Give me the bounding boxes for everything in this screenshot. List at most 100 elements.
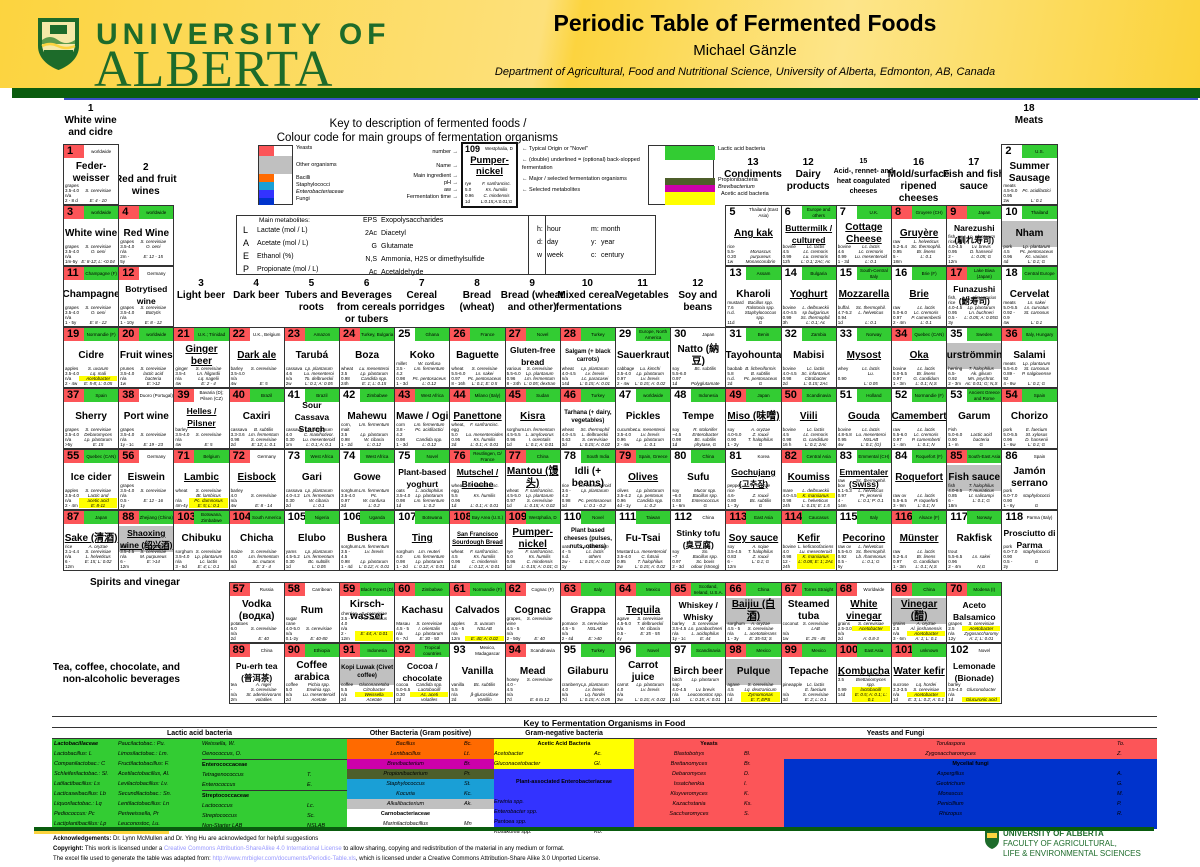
cell-origin: Emmental (CH) bbox=[856, 450, 891, 463]
faculty-crest-icon bbox=[985, 831, 999, 849]
cell-details: rice Lu. mesenteroid 3.6 - 4.2 Lp. plantaru… bbox=[561, 483, 612, 508]
cell-food-name: Coffee arabica bbox=[294, 660, 330, 683]
cell-origin: Duoro (Portugal) bbox=[139, 392, 173, 398]
cell-details: cranberry Lp. plantarum 4.0 Lv. brevis n/a Lq… bbox=[561, 682, 611, 702]
cell-food-name: Kisra bbox=[520, 411, 546, 422]
cell-details: fish, rice C. alimentarius 4.0-4.5 Lp. plan… bbox=[948, 295, 999, 325]
university-name-line2: ALBERTA bbox=[94, 41, 334, 98]
cell-origin: Torres Straight bbox=[801, 583, 836, 596]
cell-origin: U.K. bbox=[856, 206, 891, 219]
cell-details: pineapple Lc. lactis E. faecium n/a S. cerev… bbox=[782, 682, 829, 702]
cell-origin: Worldwide bbox=[863, 586, 885, 592]
other-bacteria-key: Bacillus Bc. Lentibacillus Lt. Brevibacteriu… bbox=[347, 739, 494, 829]
food-cell: 1 worldwide Feder-weisser grapes 3.5-4.0 S. c… bbox=[63, 144, 120, 205]
cell-food-name: Oka bbox=[909, 350, 929, 361]
cell-origin: Novel bbox=[978, 647, 991, 653]
cell-origin: worldwide bbox=[636, 389, 671, 402]
cell-details: pepper, rice A. oryzae 4.6- Z. rouxii 0.80 Bc… bbox=[727, 483, 772, 508]
cell-number: 60 bbox=[395, 583, 416, 596]
cell-details: coconut S. cerevisiae LAB n/a 1w E: 25 - 45 bbox=[782, 621, 829, 641]
food-cell: 79 Spain, Greece Olives olives Lp. plantarum… bbox=[615, 449, 672, 510]
author: Michael Gänzle bbox=[693, 42, 797, 59]
cell-origin: West Africa bbox=[360, 450, 395, 463]
cell-details: cassava B. subtilis 3.3-3.6 Lm. fermentum 0.… bbox=[230, 427, 279, 447]
food-cell: 72 Germany Eisbock barley 4.0 S. cerevisiae n/… bbox=[228, 449, 285, 510]
cell-number: 88 bbox=[119, 511, 140, 524]
cell-number: 99 bbox=[781, 644, 802, 657]
organism-key-table: Key to Fermentation Organisms in Food La… bbox=[52, 716, 1157, 835]
cell-number: 104 bbox=[229, 511, 251, 524]
cell-origin: South-Central Italy bbox=[856, 267, 891, 280]
cell-number: 98 bbox=[726, 644, 747, 657]
cell-number: 2 bbox=[1005, 145, 1012, 157]
cell-food-name: Kharoli bbox=[736, 289, 771, 300]
cell-food-name: Summer Sausage bbox=[1008, 161, 1051, 184]
cell-details: soy A. oryzae 4.0-5.0 Z. rouxii 0.90 T. halop… bbox=[727, 427, 774, 447]
row-label-spirits: Spirits and vinegar bbox=[89, 577, 180, 588]
cell-food-name: Vinegar (醋) bbox=[892, 598, 947, 624]
cell-origin: Europe and others bbox=[801, 206, 836, 219]
food-cell: 95 Turkey Gilaburu cranberry Lp. plantarum 4.… bbox=[559, 643, 616, 704]
cell-details: corn Lm. fermentum 3.8 - 4.2 Pc. acidilacti… bbox=[396, 422, 445, 447]
cell-details: potatoes 6.0 S. cerevisiae n/a 2d E: 40 bbox=[230, 621, 277, 641]
cell-number: 25 bbox=[398, 328, 411, 340]
cell-number: 94 bbox=[505, 644, 526, 657]
food-cell: 110 Novel Plant based cheeses (pulses, nut… bbox=[559, 510, 616, 571]
footer-green-bar bbox=[34, 827, 1154, 831]
cell-food-name: Kefir bbox=[797, 533, 821, 544]
cell-details: honey S. cerevisiae 4.0 - 4.5 n/a 7d E: 6 to … bbox=[506, 677, 553, 702]
food-cell: 65 Scotland, Ireland, U.S.A. Whiskey / Whi… bbox=[670, 582, 727, 643]
cell-food-name: Kirsch-wasser bbox=[349, 599, 385, 622]
cell-details: whey Lc. lactis Lu. 0.90 L: 0.05 bbox=[837, 366, 880, 386]
food-cell: 91 Indonesia Kopi Luwak (Civet coffee) coff… bbox=[339, 643, 396, 704]
food-cell: 75 Novel Plant-based yoghurt oats L. acidoph… bbox=[394, 449, 451, 510]
cell-food-name: Aceto Balsamico bbox=[953, 600, 996, 622]
cell-food-name: Plant-based yoghurt bbox=[398, 467, 447, 489]
food-cell: 76 Reutlingen, D/ France Mutschel / Brioch… bbox=[449, 449, 506, 510]
footer: Acknowledgements: Dr. Lynn McMullen and … bbox=[53, 836, 601, 862]
cell-details: mustard Bacillus spp. 7.6 Ralstonia spp. n.d… bbox=[727, 300, 777, 325]
cell-details: sorghum Lm. fermentum 4.5-5.5 L. amylovorus… bbox=[506, 427, 555, 447]
cell-details: raw Lc. lactis 5.0-6.0 Lc. cremoris 0.97 P. c… bbox=[893, 305, 941, 325]
metabolites-key: Main metabolites: L Lactate (mol / L) A Ace… bbox=[236, 215, 546, 276]
example-cell: 109 Westphalia, D Pumper-nickel rye F. sa… bbox=[461, 142, 518, 208]
cell-number: 93 bbox=[453, 644, 466, 656]
cc-license-link[interactable]: Creative Commons Attribution-ShareAlike … bbox=[163, 846, 342, 852]
cell-food-name: Lambic bbox=[183, 472, 219, 483]
cell-number: 114 bbox=[781, 511, 802, 524]
cell-origin: Spain bbox=[1022, 389, 1057, 402]
cell-origin: U.K.; Trinidad bbox=[194, 328, 229, 341]
cell-number: 23 bbox=[284, 328, 305, 341]
cell-details: grains S. cerevisiae 2.5-3.0 Acetobacter n/a… bbox=[838, 621, 890, 641]
cell-food-name: Cocoa / chocolate bbox=[402, 661, 443, 683]
cell-number: 109 bbox=[505, 511, 527, 524]
cell-food-name: Koumiss bbox=[787, 472, 830, 483]
cell-details: sorghum A. oryzae 4.5 - 5 S. cerevisiae n/a L… bbox=[727, 621, 777, 641]
food-cell: 69 China Vinegar (醋) grains A. oryzae 2.5 Al. … bbox=[891, 582, 948, 643]
cell-origin: China bbox=[912, 583, 947, 596]
cell-number: 106 bbox=[343, 511, 362, 523]
cell-number: 8 bbox=[892, 206, 912, 219]
cell-number: 29 bbox=[619, 328, 632, 340]
cell-food-name: Olives bbox=[628, 472, 659, 483]
cell-food-name: Cognac bbox=[514, 605, 552, 616]
cell-number: 32 bbox=[784, 328, 797, 340]
cell-food-name: Sauerkraut bbox=[616, 350, 670, 361]
cell-number: 67 bbox=[781, 583, 802, 596]
food-cell: 27 Novel Gluten-free bread various S. cerevi… bbox=[504, 327, 561, 388]
food-cell: 59 Black Forest (D) Kirsch-wasser cherries S… bbox=[339, 582, 396, 643]
excel-source-link[interactable]: http://www.mrbigler.com/documents/Period… bbox=[212, 856, 356, 862]
cell-origin: Gruyere (CH) bbox=[912, 206, 947, 219]
cell-origin: Japan bbox=[746, 389, 781, 402]
food-cell: 87 Japan Sake (清酒) rice A. oryzae 3.1-4.4 S. c… bbox=[63, 510, 120, 571]
cell-food-name: Ting bbox=[411, 533, 433, 544]
cell-details: cocoa Candida spp. 5.0-5.5 Lactobacilli 0.30… bbox=[396, 682, 449, 702]
cell-number: 113 bbox=[726, 511, 747, 524]
cell-number: 26 bbox=[450, 328, 471, 341]
cell-food-name: Gilaburu bbox=[567, 666, 609, 677]
cell-food-name: Nham bbox=[1002, 221, 1057, 247]
cell-details: sorghum Lm. fermentum 3.5 - 4.5 Lv. brevis 0… bbox=[341, 544, 390, 569]
food-cell: 23 Amazon Tarubá cassava Lp. plantarum 4.6 Lu.… bbox=[283, 327, 340, 388]
food-cell: 46 Turkey Tarhana (+ dairy, vegetables) whe… bbox=[559, 388, 616, 449]
